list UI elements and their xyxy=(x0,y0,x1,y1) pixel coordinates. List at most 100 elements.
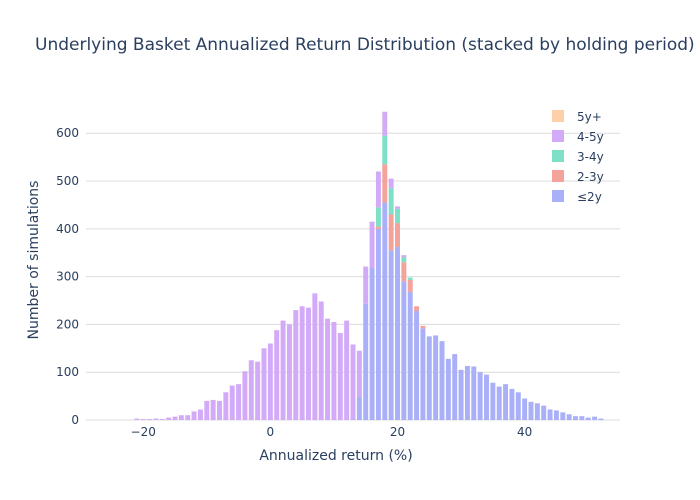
bar-segment-4-5y[interactable] xyxy=(153,418,159,420)
bar-segment--2y[interactable] xyxy=(547,409,553,420)
bar-segment--2y[interactable] xyxy=(585,417,591,420)
bar-segment-4-5y[interactable] xyxy=(210,399,216,420)
bar-segment--2y[interactable] xyxy=(445,358,451,420)
bar-segment-4-5y[interactable] xyxy=(267,343,273,420)
legend-item[interactable]: 4-5y xyxy=(552,130,604,144)
bar-segment-4-5y[interactable] xyxy=(337,333,343,420)
bar-segment-2-3y[interactable] xyxy=(395,223,400,247)
bar-segment--2y[interactable] xyxy=(395,246,400,420)
bar-segment--2y[interactable] xyxy=(452,354,458,420)
bar-segment--2y[interactable] xyxy=(515,392,521,420)
bar-segment-2-3y[interactable] xyxy=(401,262,407,282)
bar-segment-4-5y[interactable] xyxy=(242,371,248,420)
bar-segment--2y[interactable] xyxy=(471,366,477,420)
bar-segment-4-5y[interactable] xyxy=(191,411,197,420)
bar-segment--2y[interactable] xyxy=(598,418,604,420)
bar-segment-3-4y[interactable] xyxy=(382,135,388,165)
bar-segment-2-3y[interactable] xyxy=(420,325,426,329)
bar-segment-4-5y[interactable] xyxy=(147,419,153,420)
bar-segment-4-5y[interactable] xyxy=(293,310,299,420)
bar-segment--2y[interactable] xyxy=(426,336,432,420)
bar-segment-4-5y[interactable] xyxy=(223,392,229,420)
bar-segment-4-5y[interactable] xyxy=(299,306,305,420)
bar-segment-4-5y[interactable] xyxy=(395,206,400,209)
bar-segment--2y[interactable] xyxy=(477,372,483,420)
bar-segment-4-5y[interactable] xyxy=(140,419,146,420)
bar-segment-4-5y[interactable] xyxy=(325,318,331,420)
bar-segment--2y[interactable] xyxy=(382,202,388,420)
legend-item[interactable]: 3-4y xyxy=(552,150,604,164)
bar-segment-2-3y[interactable] xyxy=(407,279,413,292)
bar-segment-4-5y[interactable] xyxy=(166,417,172,420)
bar-segment-4-5y[interactable] xyxy=(217,400,222,420)
bar-segment--2y[interactable] xyxy=(458,369,464,420)
bar-segment-4-5y[interactable] xyxy=(312,293,318,420)
bar-segment--2y[interactable] xyxy=(484,374,489,420)
bar-segment-3-4y[interactable] xyxy=(395,208,400,224)
bar-segment-4-5y[interactable] xyxy=(375,171,381,208)
bar-segment-3-4y[interactable] xyxy=(401,257,407,263)
bar-segment-4-5y[interactable] xyxy=(261,348,267,420)
bar-segment-4-5y[interactable] xyxy=(178,415,184,420)
bar-segment--2y[interactable] xyxy=(522,398,528,420)
legend-item[interactable]: 5y+ xyxy=(552,110,602,124)
bar-segment--2y[interactable] xyxy=(490,382,496,420)
bar-segment--2y[interactable] xyxy=(363,303,369,420)
bar-segment-4-5y[interactable] xyxy=(401,255,407,258)
bar-segment--2y[interactable] xyxy=(407,291,413,420)
bar-segment-4-5y[interactable] xyxy=(388,178,394,189)
bar-segment-2-3y[interactable] xyxy=(375,226,381,229)
bar-segment-4-5y[interactable] xyxy=(306,307,311,420)
bar-segment-2-3y[interactable] xyxy=(414,306,420,312)
bar-segment--2y[interactable] xyxy=(566,414,572,420)
legend-item[interactable]: 2-3y xyxy=(552,170,604,184)
bar-segment-4-5y[interactable] xyxy=(280,320,286,420)
bar-segment--2y[interactable] xyxy=(420,328,426,420)
bar-segment--2y[interactable] xyxy=(592,416,598,420)
bar-segment-4-5y[interactable] xyxy=(356,350,362,398)
bar-segment-4-5y[interactable] xyxy=(185,415,191,420)
bar-segment-4-5y[interactable] xyxy=(248,360,254,420)
bar-segment-4-5y[interactable] xyxy=(197,409,203,420)
bar-segment--2y[interactable] xyxy=(573,416,578,420)
bar-segment--2y[interactable] xyxy=(496,386,502,420)
bar-segment-2-3y[interactable] xyxy=(388,214,394,251)
bar-segment--2y[interactable] xyxy=(464,365,470,420)
bar-segment-4-5y[interactable] xyxy=(204,400,210,420)
legend-item[interactable]: ≤2y xyxy=(552,190,602,204)
bar-segment-4-5y[interactable] xyxy=(350,344,356,420)
bar-segment-4-5y[interactable] xyxy=(382,111,388,136)
bar-segment--2y[interactable] xyxy=(579,416,585,420)
bar-segment--2y[interactable] xyxy=(375,228,381,420)
bar-segment-4-5y[interactable] xyxy=(159,419,165,420)
bar-segment-4-5y[interactable] xyxy=(331,322,337,420)
bar-segment--2y[interactable] xyxy=(414,311,420,420)
bar-segment-4-5y[interactable] xyxy=(236,384,242,420)
bar-segment-4-5y[interactable] xyxy=(229,385,235,420)
bar-segment-3-4y[interactable] xyxy=(375,207,381,227)
bar-segment-4-5y[interactable] xyxy=(344,320,350,420)
bar-segment--2y[interactable] xyxy=(439,341,445,420)
bar-segment--2y[interactable] xyxy=(541,405,547,420)
bar-segment-4-5y[interactable] xyxy=(274,330,280,420)
bar-segment-4-5y[interactable] xyxy=(134,418,140,420)
bar-segment-4-5y[interactable] xyxy=(369,221,375,269)
bar-segment--2y[interactable] xyxy=(560,412,566,420)
bar-segment-4-5y[interactable] xyxy=(318,301,324,420)
bar-segment-4-5y[interactable] xyxy=(255,361,261,420)
bar-segment-4-5y[interactable] xyxy=(286,324,292,420)
bar-segment--2y[interactable] xyxy=(534,403,540,420)
bar-segment-2-3y[interactable] xyxy=(382,164,388,203)
bar-segment--2y[interactable] xyxy=(401,281,407,420)
bar-segment--2y[interactable] xyxy=(388,250,394,420)
bar-segment--2y[interactable] xyxy=(509,388,515,420)
bar-segment-3-4y[interactable] xyxy=(407,277,413,280)
bar-segment--2y[interactable] xyxy=(356,397,362,420)
bar-segment--2y[interactable] xyxy=(553,410,559,420)
bar-segment--2y[interactable] xyxy=(369,268,375,420)
bar-segment--2y[interactable] xyxy=(433,335,439,420)
bar-segment-4-5y[interactable] xyxy=(172,416,178,420)
legend[interactable]: 5y+ 4-5y 3-4y 2-3y ≤2y xyxy=(552,110,604,204)
bar-segment--2y[interactable] xyxy=(528,401,534,420)
bar-segment-4-5y[interactable] xyxy=(363,266,369,304)
